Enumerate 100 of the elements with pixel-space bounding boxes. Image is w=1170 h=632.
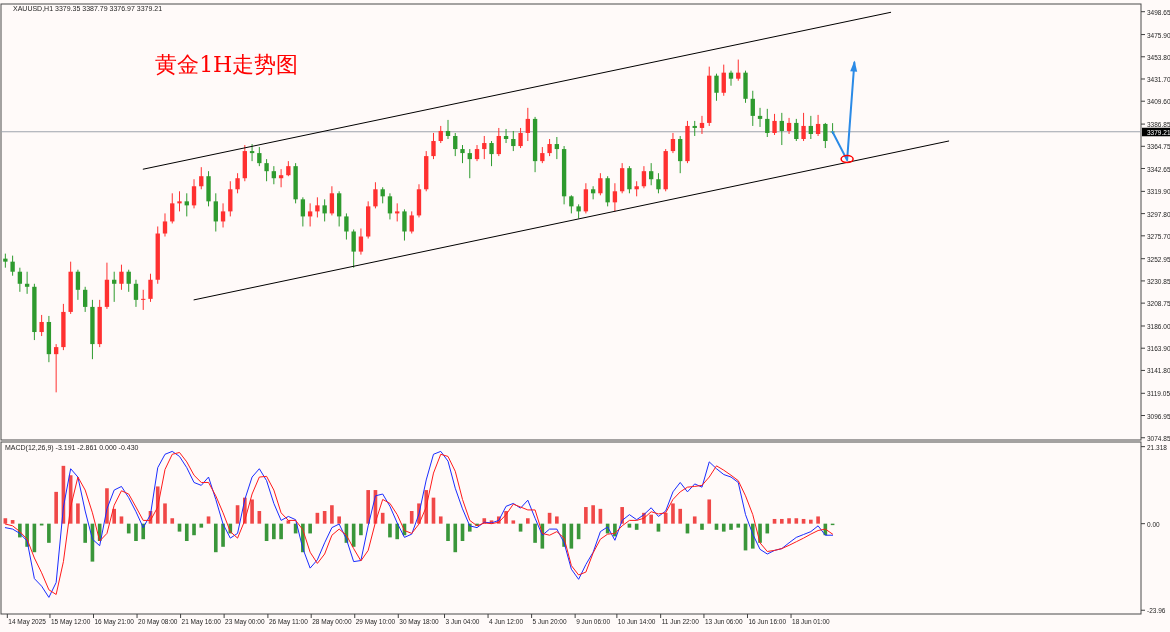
candlestick <box>511 130 516 152</box>
candlestick <box>518 127 523 149</box>
bar <box>692 516 697 524</box>
bar <box>330 505 334 524</box>
candlestick <box>315 196 320 218</box>
candlestick <box>786 117 792 135</box>
candlestick <box>670 132 676 154</box>
bar <box>438 516 443 524</box>
candlestick <box>170 192 175 224</box>
bar <box>816 516 820 524</box>
candlestick <box>482 135 487 160</box>
candlestick <box>721 64 726 97</box>
candlestick <box>431 132 436 160</box>
bar <box>787 518 791 524</box>
candlestick <box>525 107 530 142</box>
bar <box>446 523 450 542</box>
bar <box>649 514 653 524</box>
candlestick <box>148 273 153 303</box>
candlestick <box>699 115 705 135</box>
bar <box>678 508 683 524</box>
candlestick <box>765 108 770 138</box>
candlestick <box>24 271 30 295</box>
bar <box>765 523 770 534</box>
candlestick <box>656 172 661 194</box>
candlestick <box>772 113 777 136</box>
bar <box>54 491 58 524</box>
bar <box>707 499 712 524</box>
candlestick <box>162 212 168 238</box>
candlestick <box>177 190 182 212</box>
candlestick <box>757 107 763 128</box>
candlestick <box>191 178 197 209</box>
candlestick <box>801 112 806 142</box>
candlestick <box>133 279 139 308</box>
bar <box>395 523 400 540</box>
bar <box>308 523 312 534</box>
candlestick <box>808 115 813 140</box>
bar <box>794 518 799 524</box>
candlestick <box>387 192 393 220</box>
bar <box>511 520 516 524</box>
candlestick <box>714 73 719 102</box>
bar <box>526 518 530 524</box>
candlestick <box>460 144 465 164</box>
bar <box>380 512 385 524</box>
bar <box>192 523 196 536</box>
candlestick <box>736 59 741 82</box>
bar <box>184 523 189 542</box>
candlestick <box>823 122 828 149</box>
bar <box>533 523 537 543</box>
candlestick <box>83 286 88 313</box>
bar <box>170 518 175 524</box>
bar <box>721 523 726 532</box>
bar <box>221 523 225 547</box>
candlestick <box>39 314 44 337</box>
candlestick <box>336 190 342 227</box>
candlestick <box>794 118 799 142</box>
candlestick <box>75 269 81 301</box>
candlestick <box>750 90 755 127</box>
candlestick <box>141 289 146 311</box>
bar <box>736 523 741 528</box>
bar <box>388 523 392 538</box>
candlestick <box>271 165 277 185</box>
candlestick <box>569 194 574 214</box>
bar <box>47 523 51 543</box>
candlestick <box>358 227 364 256</box>
bar <box>213 523 218 553</box>
bar <box>359 523 363 536</box>
candlestick <box>554 136 560 160</box>
candlestick <box>300 196 306 227</box>
candlestick <box>344 212 349 241</box>
candlestick <box>53 343 59 393</box>
bar <box>729 523 733 530</box>
bar <box>119 516 124 524</box>
bar <box>76 503 80 524</box>
candlestick <box>612 182 618 212</box>
bar <box>663 512 668 524</box>
candlestick <box>779 112 784 146</box>
candlestick <box>728 70 734 87</box>
candlestick <box>815 114 821 137</box>
bar <box>206 516 211 524</box>
candlestick <box>453 132 458 157</box>
candlestick <box>496 127 501 157</box>
bar <box>337 516 341 524</box>
candlestick <box>307 202 313 227</box>
candlestick <box>598 172 603 196</box>
candlestick <box>213 192 218 232</box>
candlestick <box>278 168 284 188</box>
candlestick <box>235 172 240 194</box>
bar <box>409 511 414 524</box>
candlestick <box>126 269 131 293</box>
bar <box>279 523 283 540</box>
bar <box>809 519 813 524</box>
candlestick <box>445 119 451 140</box>
candlestick <box>503 128 509 144</box>
bar <box>555 516 559 524</box>
text: 黄金1H走势图 <box>155 52 299 77</box>
candlestick <box>641 165 647 189</box>
candlestick <box>489 140 494 167</box>
candlestick <box>228 180 233 217</box>
candlestick <box>583 182 589 214</box>
candlestick <box>678 135 683 174</box>
